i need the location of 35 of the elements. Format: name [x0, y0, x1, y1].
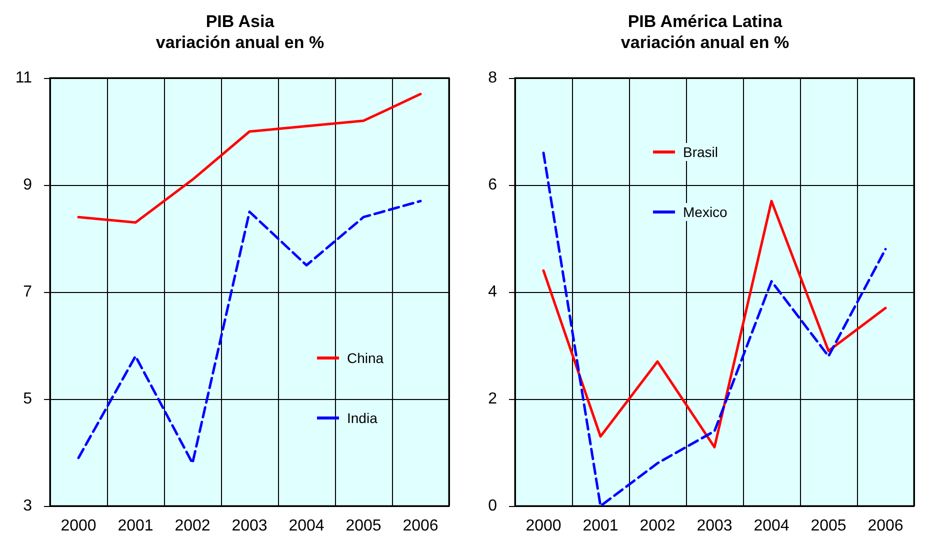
x-tick-label: 2000 — [60, 518, 96, 534]
legend-label: India — [347, 410, 378, 426]
x-tick-label: 2006 — [402, 518, 438, 534]
x-tick-label: 2000 — [526, 518, 562, 534]
x-tick-label: 2005 — [810, 518, 846, 534]
x-tick-label: 2003 — [696, 518, 732, 534]
chart-title: PIB América Latina — [628, 12, 783, 31]
x-tick-label: 2002 — [640, 518, 676, 534]
y-tick-label: 2 — [488, 390, 498, 408]
line-series — [77, 92, 422, 224]
legend-label: China — [347, 350, 384, 366]
x-tick-label: 2001 — [582, 518, 618, 534]
legend-label: Brasil — [683, 144, 718, 160]
chart-subtitle: variación anual en % — [620, 33, 790, 52]
x-tick-label: 2001 — [118, 518, 154, 534]
y-tick-label: 8 — [488, 70, 498, 86]
y-tick-label: 7 — [23, 284, 32, 300]
x-tick-label: 2004 — [288, 518, 324, 534]
chart-subtitle: variación anual en % — [156, 33, 324, 52]
chart-title: PIB Asia — [206, 12, 275, 31]
y-tick-label: 6 — [488, 176, 498, 194]
x-tick-label: 2002 — [174, 518, 210, 534]
y-tick-label: 5 — [23, 390, 32, 408]
y-tick-label: 0 — [488, 498, 498, 514]
y-tick-label: 9 — [23, 176, 32, 194]
line-series — [542, 200, 887, 448]
line-series — [77, 200, 422, 464]
x-tick-label: 2005 — [346, 518, 382, 534]
y-tick-label: 4 — [488, 284, 498, 300]
x-tick-label: 2004 — [754, 518, 790, 534]
x-tick-label: 2006 — [868, 518, 904, 534]
y-tick-label: 3 — [23, 498, 32, 514]
legend-label: Mexico — [683, 204, 728, 220]
y-tick-label: 11 — [15, 70, 32, 86]
x-tick-label: 2003 — [232, 518, 268, 534]
